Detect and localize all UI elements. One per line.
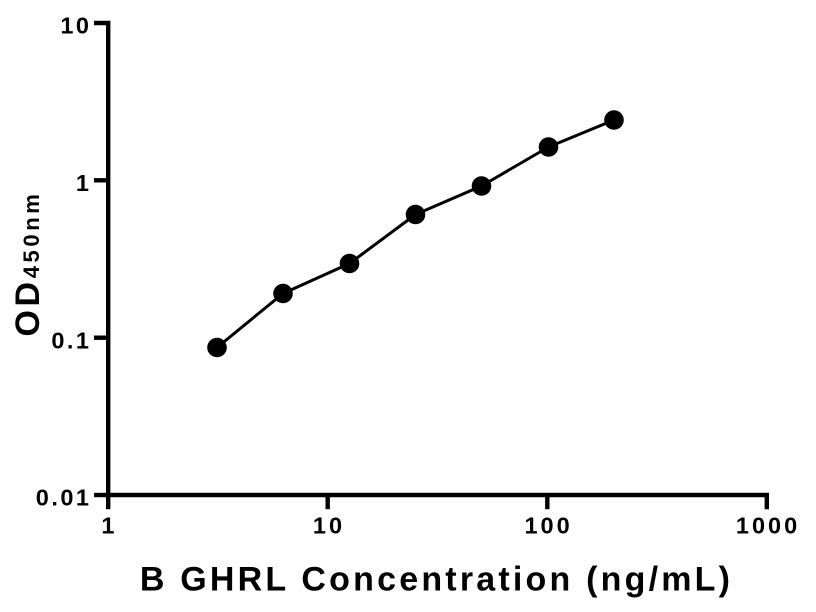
- svg-text:0.01: 0.01: [36, 485, 92, 511]
- svg-text:10: 10: [313, 513, 345, 539]
- svg-text:1000: 1000: [736, 513, 800, 539]
- svg-text:100: 100: [524, 513, 572, 539]
- svg-text:10: 10: [60, 13, 91, 39]
- svg-text:B GHRL Concentration (ng/mL): B GHRL Concentration (ng/mL): [140, 561, 733, 599]
- svg-text:0.1: 0.1: [51, 327, 91, 353]
- svg-text:1: 1: [76, 170, 92, 196]
- svg-text:1: 1: [101, 513, 117, 539]
